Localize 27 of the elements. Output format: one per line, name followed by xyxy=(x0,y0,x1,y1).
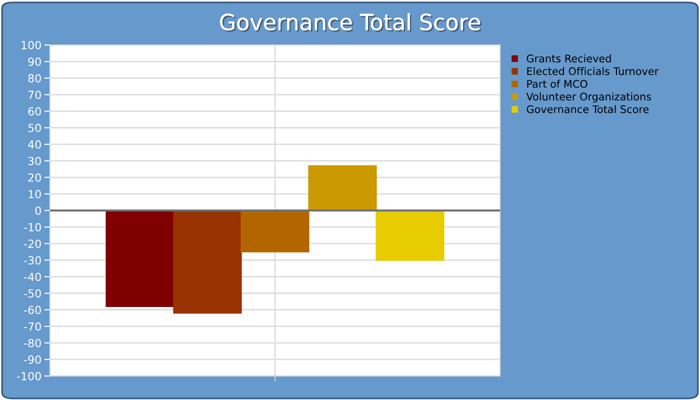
y-tick-label: 70 xyxy=(28,90,41,100)
y-tick-label: -80 xyxy=(24,338,41,348)
y-tick-label: 20 xyxy=(28,173,41,182)
y-tick-label: -10 xyxy=(24,223,41,232)
y-tick-label: -100 xyxy=(16,372,41,380)
legend-label: Volunteer Organizations xyxy=(526,92,652,103)
y-tick-label: 30 xyxy=(28,156,41,166)
y-tick-label: 10 xyxy=(28,190,41,198)
y-tick-label: -30 xyxy=(24,256,41,265)
y-tick-label: 80 xyxy=(28,74,41,82)
y-tick-label: -90 xyxy=(24,355,41,364)
y-tick-label: 90 xyxy=(28,58,41,66)
y-tick-label: 100 xyxy=(22,40,41,50)
y-tick-label: -40 xyxy=(24,272,41,282)
legend-label: Part of MCO xyxy=(527,80,588,88)
y-tick-label: -70 xyxy=(24,322,41,331)
y-tick-label: 0 xyxy=(35,206,41,215)
y-tick-label: -20 xyxy=(24,240,41,248)
y-tick-label: -60 xyxy=(24,306,41,314)
legend-label: Governance Total Score xyxy=(526,105,649,114)
y-tick-label: 50 xyxy=(28,124,41,132)
legend-label: Elected Officials Turnover xyxy=(527,67,659,76)
chart-title: Governance Total Score xyxy=(220,13,482,32)
y-tick-label: -50 xyxy=(24,289,41,298)
y-tick-label: 60 xyxy=(28,107,41,116)
y-tick-label: 40 xyxy=(28,140,41,149)
legend-label: Grants Recieved xyxy=(526,54,611,62)
